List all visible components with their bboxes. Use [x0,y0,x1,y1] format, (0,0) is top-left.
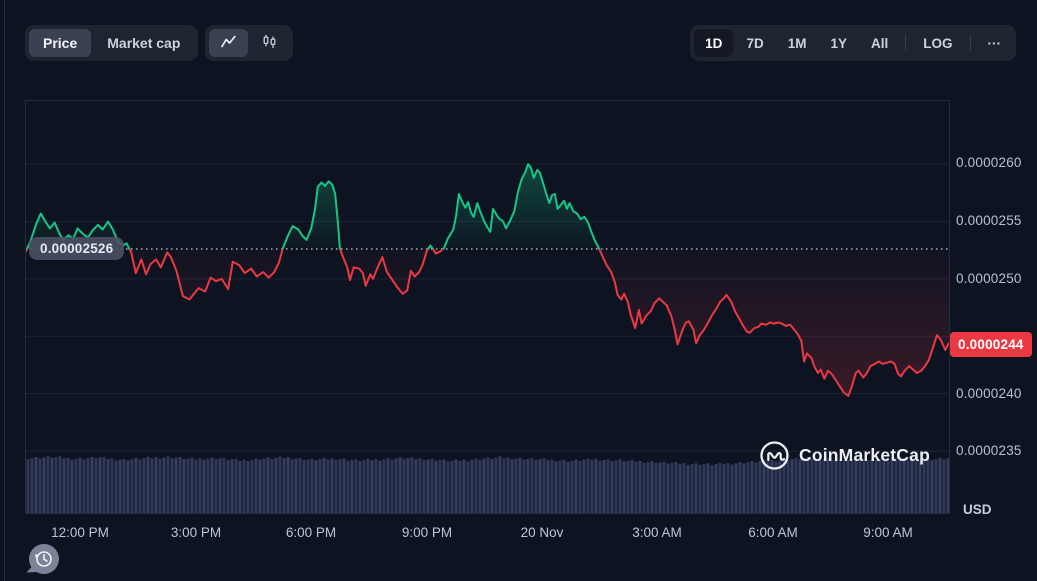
currency-unit-label: USD [963,502,992,517]
chart-plot-area[interactable]: 0.00002526 CoinMarketCap [25,100,950,514]
tab-price[interactable]: Price [29,29,92,57]
range-all-button[interactable]: All [860,29,899,57]
x-axis-label: 3:00 PM [170,525,222,540]
history-clock-icon [25,544,62,581]
x-axis-label: 6:00 AM [748,525,798,540]
metric-toggle-group: Price Market cap [25,25,199,61]
log-scale-button[interactable]: LOG [912,29,963,57]
range-1m-button[interactable]: 1M [777,29,818,57]
left-edge-divider [4,0,5,581]
more-options-button[interactable]: ··· [977,29,1013,57]
x-axis-label: 9:00 PM [401,525,453,540]
x-axis-label: 9:00 AM [863,525,913,540]
last-price-badge: 0.0000244 [950,332,1032,357]
price-line-chart [26,163,949,513]
previous-close-badge: 0.00002526 [29,237,125,260]
x-axis-label: 6:00 PM [285,525,337,540]
x-axis-label: 20 Nov [520,525,564,540]
y-axis-label: 0.0000250 [956,271,1022,286]
watermark-text: CoinMarketCap [799,445,930,465]
range-1d-button[interactable]: 1D [694,29,734,57]
coinmarketcap-logo-icon [759,440,790,471]
candlestick-icon [262,34,277,52]
y-axis-label: 0.0000235 [956,443,1022,458]
y-axis-label: 0.0000260 [956,155,1022,170]
range-1y-button[interactable]: 1Y [819,29,858,57]
candlestick-chart-button[interactable] [250,29,289,57]
range-7d-button[interactable]: 7D [735,29,774,57]
divider [905,35,907,51]
divider [969,35,971,51]
tab-market-cap[interactable]: Market cap [93,29,194,57]
history-reset-button[interactable] [25,542,62,578]
coinmarketcap-watermark: CoinMarketCap [759,440,930,471]
line-chart-button[interactable] [209,29,248,57]
chart-type-toggle-group [205,25,293,61]
line-chart-icon [221,35,236,51]
x-axis-label: 12:00 PM [51,525,109,540]
y-axis-label: 0.0000240 [956,386,1022,401]
x-axis-label: 3:00 AM [632,525,682,540]
y-axis-label: 0.0000255 [956,213,1022,228]
range-toggle-group: 1D 7D 1M 1Y All LOG ··· [690,25,1016,61]
